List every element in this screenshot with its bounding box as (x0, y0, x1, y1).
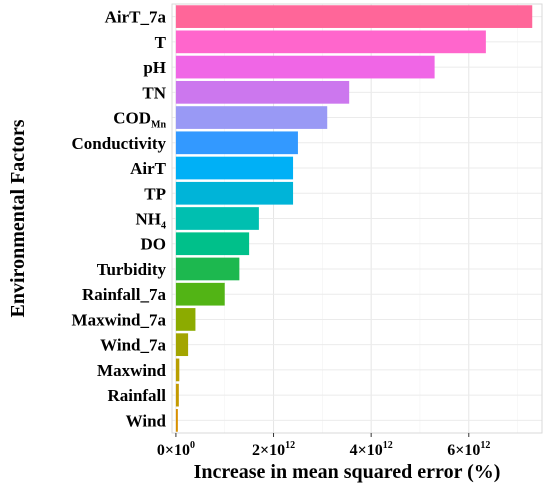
y-tick-label: Rainfall_7a (82, 285, 167, 304)
x-tick-label: 0×100 (157, 440, 195, 459)
y-tick-label: AirT_7a (105, 8, 167, 27)
y-tick-label: T (155, 33, 167, 52)
bar (175, 30, 486, 54)
x-tick-labels: 0×100 2×1012 4×1012 6×1012 (157, 433, 490, 459)
y-tick-label: TP (144, 184, 166, 203)
y-tick-label: Wind (126, 411, 167, 430)
bar (175, 80, 350, 104)
bar (175, 232, 250, 256)
bar (175, 282, 225, 306)
y-tick-label: Maxwind (97, 361, 167, 380)
y-tick-label: TN (142, 83, 166, 102)
y-tick-label: Turbidity (97, 260, 167, 279)
panel-border (171, 3, 543, 434)
bar (175, 207, 259, 230)
y-tick-label: CODMn (113, 109, 166, 131)
bar (175, 131, 298, 155)
bar (175, 106, 328, 129)
y-tick-label: Conductivity (72, 134, 167, 153)
x-axis-title: Increase in mean squared error (%) (194, 461, 501, 483)
bar (175, 5, 533, 28)
x-tick-label: 6×1012 (447, 440, 490, 459)
bars (175, 5, 533, 432)
bar (175, 181, 294, 205)
y-tick-label: NH4 (136, 210, 167, 232)
y-tick-label: Rainfall (107, 386, 166, 405)
bar (175, 308, 196, 331)
y-axis-title: Environmental Factors (7, 119, 29, 317)
bar (175, 55, 435, 79)
bar (175, 409, 178, 432)
y-tick-label: AirT (130, 159, 167, 178)
y-tick-label: pH (143, 58, 166, 77)
y-tick-labels: AirT_7a TpH TN CODMn Conductivity AirT TP NH4 DO… (72, 8, 167, 431)
y-tick-label: Maxwind_7a (72, 310, 167, 329)
bar (175, 156, 294, 180)
y-tick-label: Wind_7a (100, 336, 166, 355)
bar (175, 358, 180, 382)
x-tick-label: 4×1012 (350, 440, 393, 459)
x-tick-label: 2×1012 (252, 440, 295, 459)
bar (175, 383, 179, 407)
bar (175, 333, 189, 357)
y-tick-label: DO (141, 235, 167, 254)
bar (175, 257, 240, 281)
